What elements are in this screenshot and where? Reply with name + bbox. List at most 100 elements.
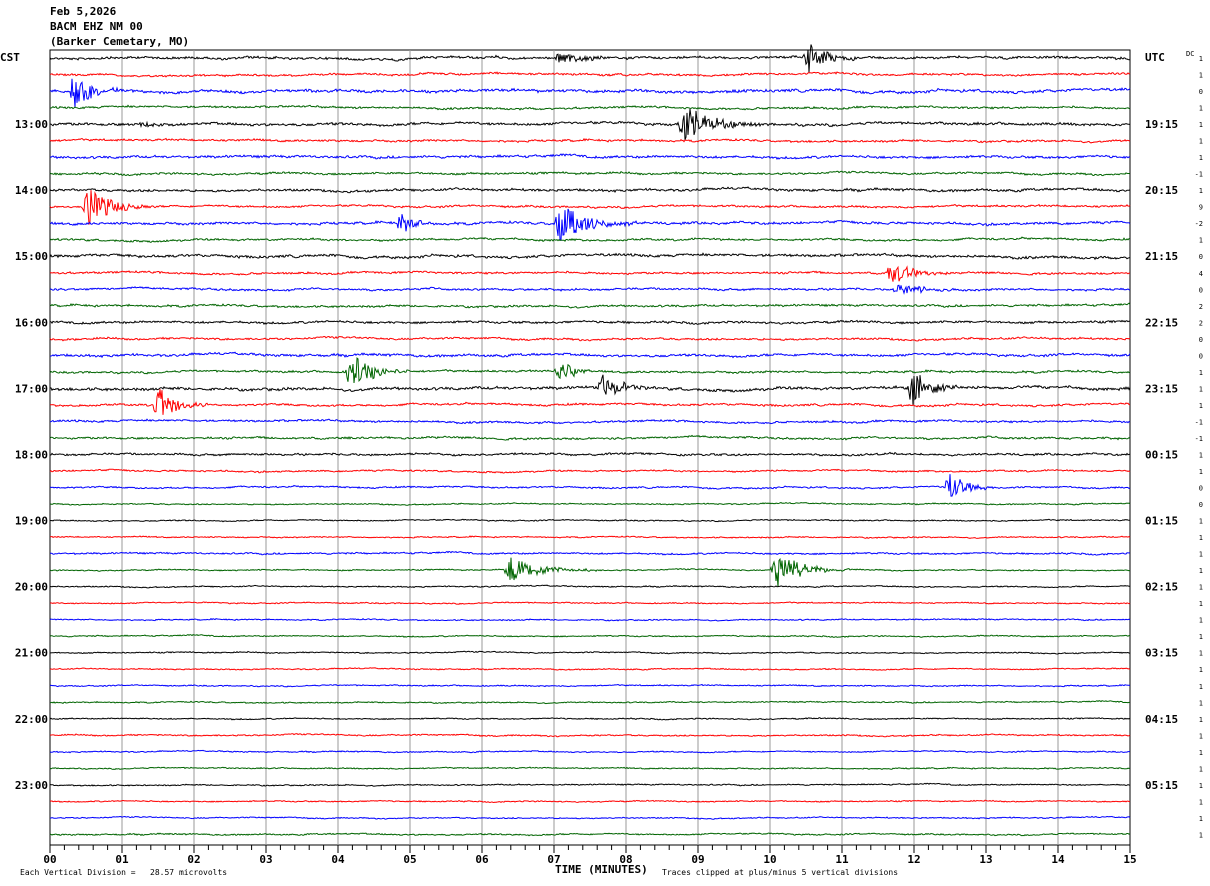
utc-hour-label: 20:15 [1145, 184, 1178, 197]
dc-offset-value: 1 [1199, 154, 1203, 162]
seismic-trace [49, 252, 1131, 261]
dc-offset-value: 1 [1199, 121, 1203, 129]
seismic-trace [49, 265, 1131, 282]
clip-note: Traces clipped at plus/minus 5 vertical … [662, 868, 898, 877]
seismic-trace [50, 374, 1131, 406]
seismic-trace [49, 104, 1131, 111]
dc-offset-value: 0 [1199, 88, 1203, 96]
scale-note: Each Vertical Division = 28.57 microvolt… [20, 868, 227, 877]
dc-offset-value: 2 [1199, 303, 1203, 311]
time-labels: 13:00 14:00 15:00 16:00 17:00 18:00 19:00 20:00… [15, 55, 1203, 839]
seismic-trace [49, 357, 1131, 384]
seismic-trace [49, 782, 1131, 787]
dc-offset-value: 1 [1199, 699, 1203, 707]
seismic-trace [49, 766, 1131, 771]
cst-hour-label: 14:00 [15, 184, 48, 197]
seismic-trace [49, 815, 1131, 820]
seismic-trace [49, 71, 1131, 78]
dc-offset-value: 0 [1199, 286, 1203, 294]
seismic-trace [49, 518, 1131, 523]
dc-offset-value: 1 [1199, 369, 1203, 377]
dc-offset-value: 1 [1199, 765, 1203, 773]
seismic-trace [50, 650, 1131, 655]
seismic-trace [49, 749, 1131, 754]
seismic-trace [49, 700, 1130, 705]
x-axis-title: TIME (MINUTES) [555, 863, 648, 876]
x-tick-label: 12 [907, 853, 920, 866]
x-tick-label: 02 [187, 853, 200, 866]
seismic-trace [49, 389, 1131, 415]
utc-hour-label: 05:15 [1145, 779, 1178, 792]
dc-offset-value: 1 [1199, 749, 1203, 757]
seismic-trace [49, 351, 1131, 359]
seismic-trace [49, 683, 1131, 688]
plot-frame [49, 49, 1131, 846]
dc-header: DC [1186, 50, 1194, 58]
seismic-trace [49, 284, 1131, 295]
x-tick-label: 06 [475, 853, 489, 866]
dc-offset-value: -1 [1195, 171, 1203, 179]
dc-offset-value: 0 [1199, 501, 1203, 509]
seismic-trace [49, 418, 1131, 425]
x-axis: 00 01 02 03 04 05 06 07 08 09 10 11 12 13 14 15 [43, 845, 1137, 866]
cst-hour-label: 17:00 [15, 382, 48, 395]
seismic-trace [49, 44, 1131, 73]
dc-offset-value: 1 [1199, 518, 1203, 526]
location-label: (Barker Cemetary, MO) [50, 35, 190, 48]
seismic-trace [49, 153, 1131, 161]
dc-offset-value: 1 [1199, 385, 1203, 393]
dc-offset-value: 9 [1199, 204, 1203, 212]
utc-hour-label: 02:15 [1145, 581, 1178, 594]
x-tick-label: 11 [835, 853, 849, 866]
seismic-trace [49, 601, 1131, 605]
utc-hour-label: 22:15 [1145, 316, 1178, 329]
dc-offset-value: 1 [1199, 402, 1203, 410]
dc-offset-value: 1 [1199, 551, 1203, 559]
seismic-trace [49, 717, 1131, 721]
dc-offset-value: 1 [1199, 138, 1203, 146]
dc-offset-value: 1 [1199, 468, 1203, 476]
seismic-trace [49, 474, 1131, 497]
x-tick-label: 07 [547, 853, 560, 866]
x-tick-label: 00 [43, 853, 56, 866]
x-tick-label: 05 [403, 853, 416, 866]
seismic-trace [49, 501, 1131, 506]
dc-offset-value: 0 [1199, 485, 1203, 493]
right-timezone-label: UTC [1145, 51, 1165, 64]
utc-hour-label: 21:15 [1145, 250, 1178, 263]
utc-hour-label: 00:15 [1145, 448, 1178, 461]
cst-hour-label: 18:00 [15, 448, 48, 461]
cst-hour-label: 22:00 [15, 713, 48, 726]
dc-offset-value: -1 [1195, 435, 1203, 443]
cst-hour-label: 19:00 [15, 515, 48, 528]
utc-hour-label: 19:15 [1145, 118, 1178, 131]
dc-offset-value: 1 [1199, 798, 1203, 806]
dc-offset-value: 1 [1199, 732, 1203, 740]
seismic-trace [49, 634, 1130, 638]
seismic-trace [49, 468, 1131, 474]
x-tick-label: 14 [1051, 853, 1065, 866]
station-label: BACM EHZ NM 00 [50, 20, 143, 33]
seismic-trace [49, 78, 1131, 108]
x-tick-label: 08 [619, 853, 632, 866]
cst-hour-label: 13:00 [15, 118, 48, 131]
dc-offset-value: 1 [1199, 72, 1203, 80]
dc-offset-value: 0 [1199, 253, 1203, 261]
utc-hour-label: 04:15 [1145, 713, 1178, 726]
dc-offset-value: -1 [1195, 418, 1203, 426]
seismic-trace [49, 186, 1131, 194]
seismic-trace [49, 190, 1131, 225]
seismic-trace [49, 451, 1131, 457]
cst-hour-label: 23:00 [15, 779, 48, 792]
x-tick-label: 13 [979, 853, 992, 866]
dc-offset-value: 1 [1199, 831, 1203, 839]
dc-offset-value: -2 [1195, 220, 1203, 228]
dc-offset-value: 1 [1199, 683, 1203, 691]
dc-offset-value: 1 [1199, 650, 1203, 658]
x-tick-label: 04 [331, 853, 345, 866]
seismic-trace [50, 799, 1131, 804]
dc-offset-value: 1 [1199, 55, 1203, 63]
seismic-trace [49, 584, 1131, 589]
dc-offset-value: 1 [1199, 815, 1203, 823]
dc-offset-value: 1 [1199, 567, 1203, 575]
